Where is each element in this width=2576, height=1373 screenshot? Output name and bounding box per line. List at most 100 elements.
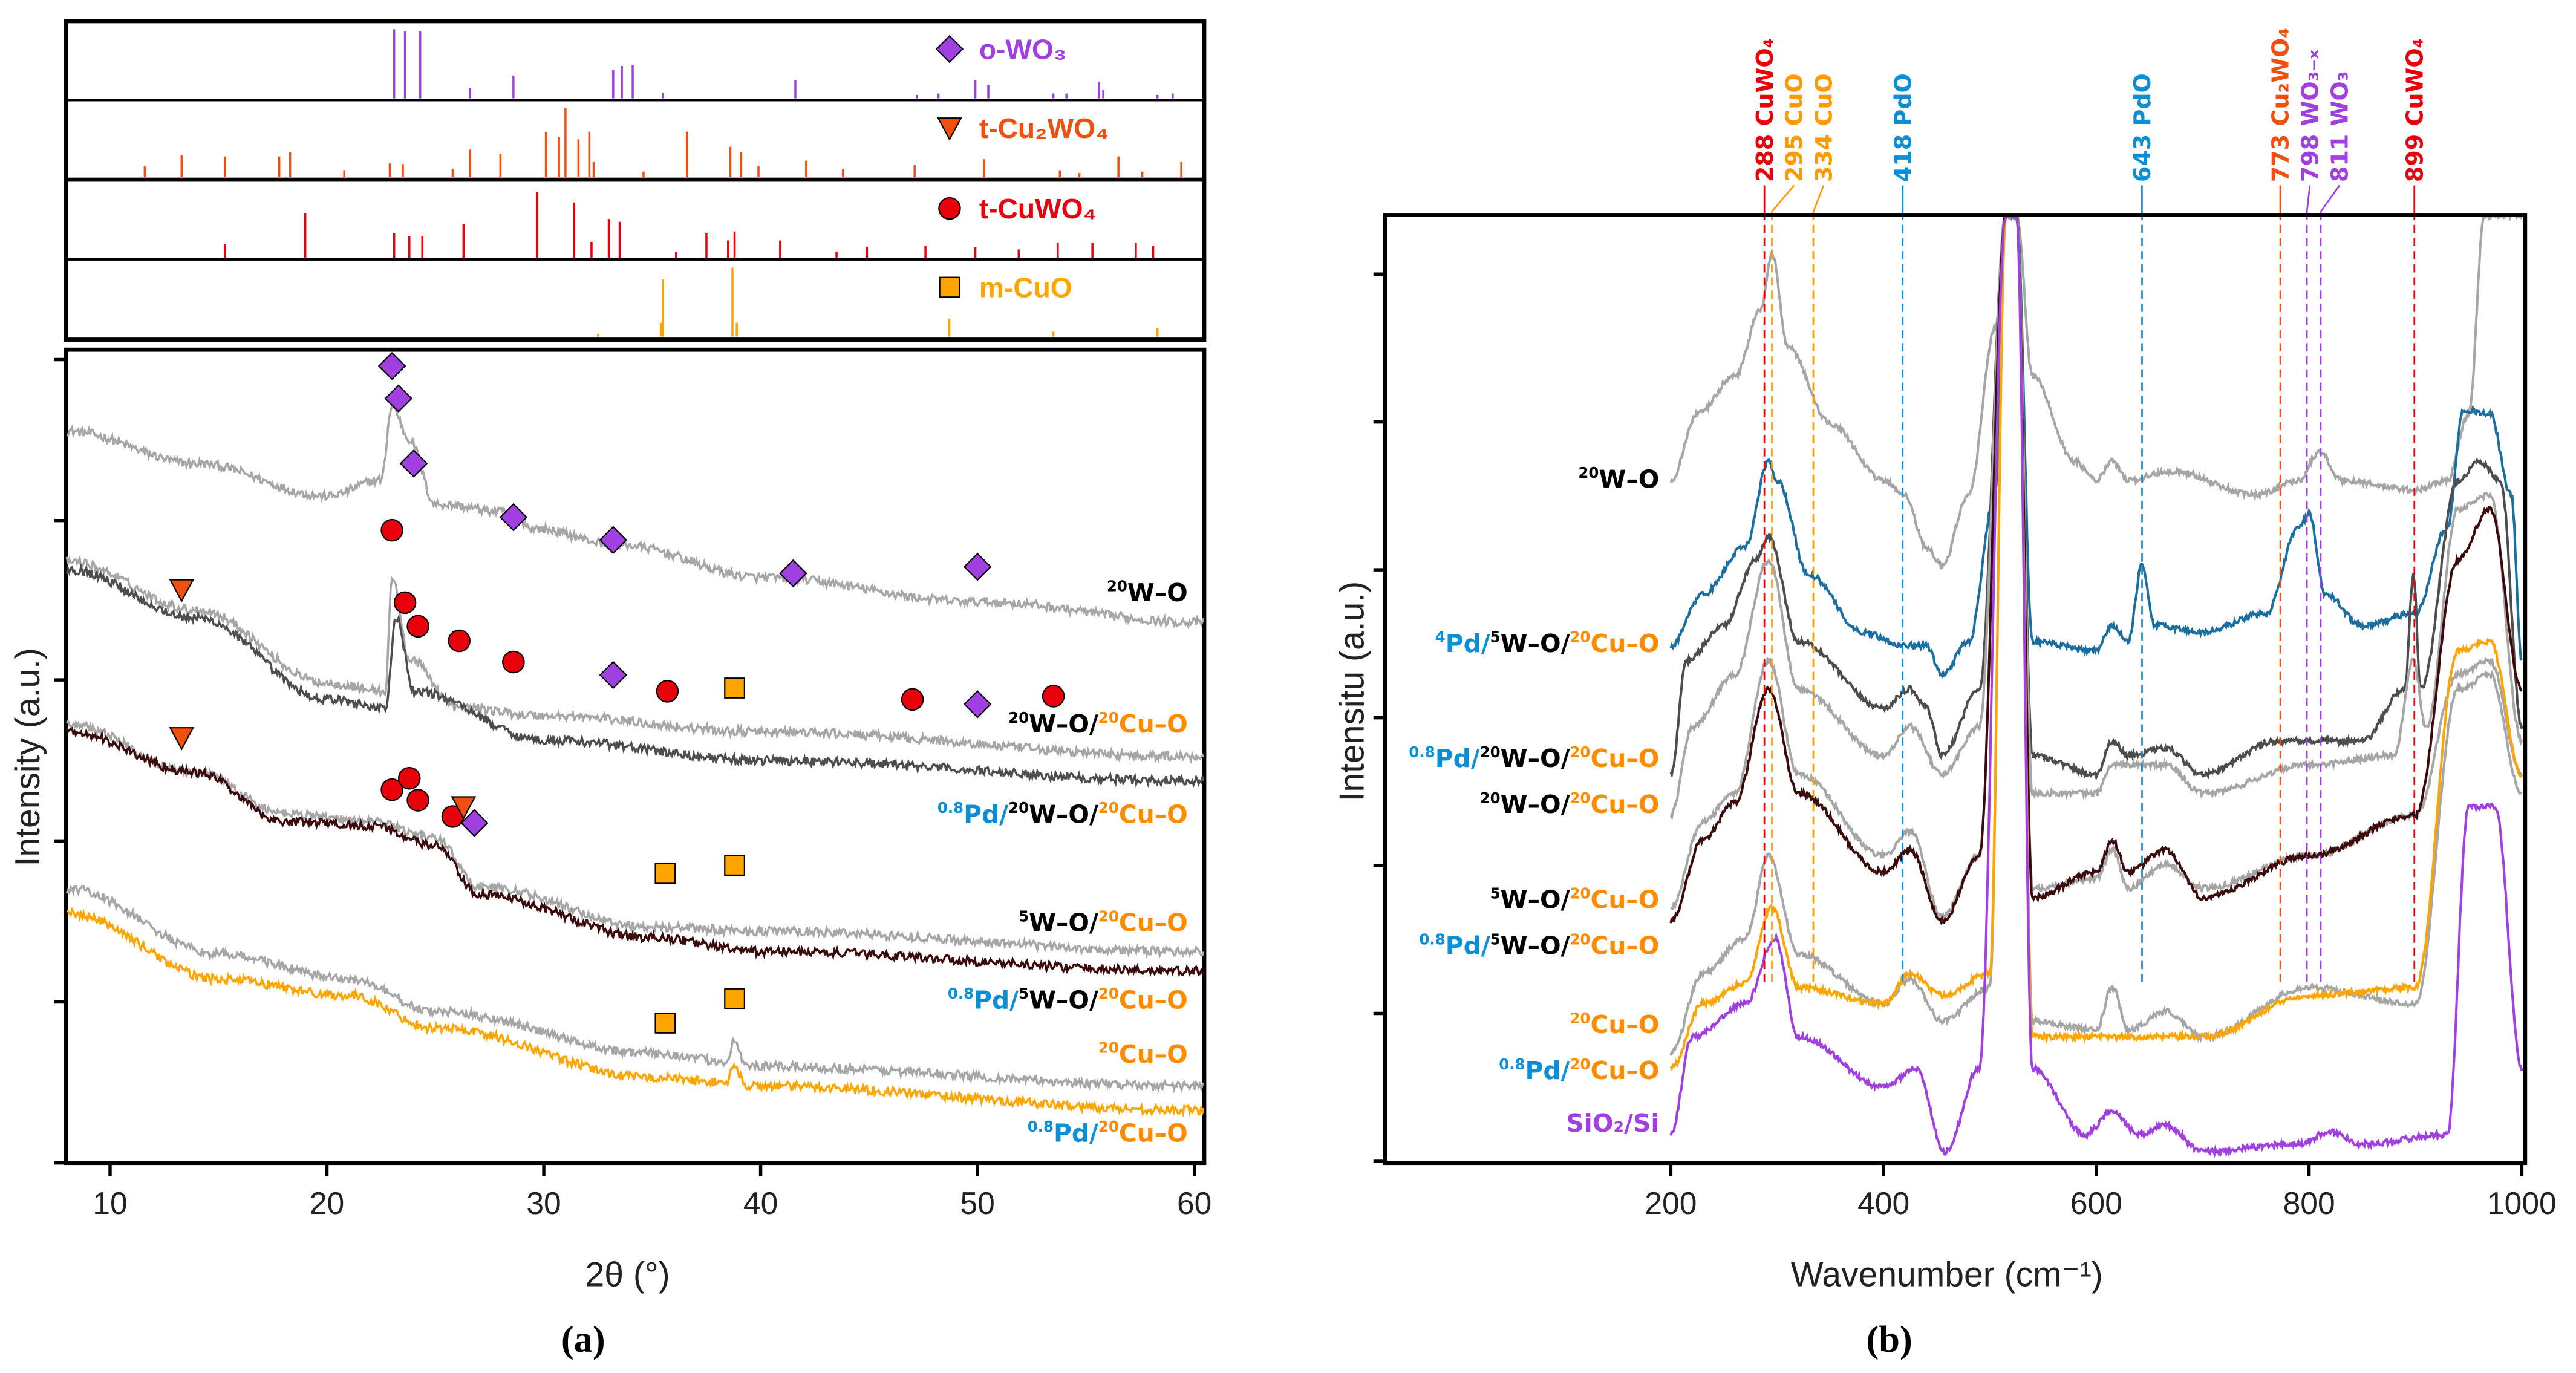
phase-marker-icon xyxy=(502,650,525,674)
phase-marker-icon xyxy=(963,552,992,581)
label-text: Cu–O xyxy=(1590,931,1659,960)
label-superscript: 5 xyxy=(1019,985,1029,1002)
label-superscript: 20 xyxy=(1098,799,1119,817)
raman-series-label-1: 4Pd/5W–O/20Cu–O xyxy=(1435,628,1660,658)
xrd-series-line-5 xyxy=(65,884,1204,1094)
raman-chart: 20W–O4Pd/5W–O/20Cu–O0.8Pd/20W–O/20Cu–O20… xyxy=(1373,28,2557,1221)
xrd-series-line-4 xyxy=(65,726,1204,977)
legend-marker-icon xyxy=(937,117,962,141)
reference-line-label: 418 PdO xyxy=(1890,73,1916,182)
xrd-series-label-0: 20W–O xyxy=(1107,577,1188,607)
phase-marker-icon xyxy=(656,680,679,703)
label-superscript: 0.8 xyxy=(1499,1055,1525,1073)
label-superscript: 20 xyxy=(1107,577,1127,595)
reference-line-label: 773 Cu₂WO₄ xyxy=(2268,28,2294,182)
label-superscript: 20 xyxy=(1098,1118,1119,1135)
x-tick-label: 40 xyxy=(743,1185,778,1221)
label-text: Cu–O xyxy=(1590,1010,1659,1039)
label-superscript: 0.8 xyxy=(948,985,974,1002)
label-text: Cu–O xyxy=(1119,1118,1188,1147)
label-text: Cu–O xyxy=(1119,709,1188,739)
label-text: W–O/ xyxy=(1029,908,1098,938)
label-superscript: 20 xyxy=(1098,985,1119,1002)
raman-series-line-8 xyxy=(1669,215,2523,1158)
raman-x-axis-label: Wavenumber (cm⁻¹) xyxy=(1791,1255,2103,1294)
raman-series-label-3: 20W–O/20Cu–O xyxy=(1480,789,1660,819)
reference-label-leader xyxy=(2320,184,2340,212)
xrd-series-line-1 xyxy=(65,555,1204,765)
x-tick-label: 400 xyxy=(1857,1185,1909,1221)
raman-series-label-8: SiO₂/Si xyxy=(1566,1109,1659,1138)
label-text: Pd/ xyxy=(1525,1056,1570,1085)
label-text: W–O/ xyxy=(1501,790,1570,819)
phase-marker-icon xyxy=(406,615,429,638)
panel-b-label: (b) xyxy=(1866,1318,1912,1360)
label-text: Pd/ xyxy=(1435,744,1480,773)
label-text: Pd/ xyxy=(1446,629,1490,658)
label-text: W–O/ xyxy=(1501,744,1570,773)
reference-label-leader xyxy=(2306,185,2311,212)
x-tick-label: 200 xyxy=(1645,1185,1697,1221)
phase-marker-icon xyxy=(460,809,489,837)
raman-series-label-5: 0.8Pd/5W–O/20Cu–O xyxy=(1419,930,1659,960)
label-superscript: 20 xyxy=(1098,709,1119,726)
x-tick-label: 20 xyxy=(310,1185,344,1221)
reference-label-leader xyxy=(1812,185,1825,212)
label-text: Cu–O xyxy=(1590,744,1659,773)
reference-line-label: 811 WO₃ xyxy=(2326,71,2353,183)
label-superscript: 0.8 xyxy=(1028,1118,1054,1135)
label-superscript: 20 xyxy=(1578,464,1599,481)
xrd-y-axis-label: Intensity (a.u.) xyxy=(8,648,47,866)
xrd-series-label-1: 20W–O/20Cu–O xyxy=(1008,709,1188,739)
raman-series-label-6: 20Cu–O xyxy=(1570,1009,1659,1039)
phase-marker-icon xyxy=(654,863,676,884)
x-tick-label: 1000 xyxy=(2487,1185,2557,1221)
label-superscript: 0.8 xyxy=(1409,743,1435,761)
phase-marker-icon xyxy=(654,1013,676,1034)
xrd-series-label-2: 0.8Pd/20W–O/20Cu–O xyxy=(937,799,1188,829)
label-text: Cu–O xyxy=(1119,800,1188,829)
x-tick-label: 30 xyxy=(526,1185,561,1221)
label-text: W–O/ xyxy=(1501,885,1570,915)
label-superscript: 5 xyxy=(1490,884,1501,902)
xrd-series-line-3 xyxy=(65,719,1204,959)
x-tick-label: 60 xyxy=(1177,1185,1211,1221)
raman-plot-frame xyxy=(1383,213,2528,1166)
xrd-series-label-6: 0.8Pd/20Cu–O xyxy=(1028,1118,1188,1147)
raman-series-line-5 xyxy=(1669,215,2523,925)
phase-marker-icon xyxy=(399,449,428,478)
phase-marker-icon xyxy=(779,559,807,588)
xrd-plot-frame xyxy=(64,347,1207,1166)
phase-marker-icon xyxy=(451,796,477,820)
phase-marker-icon xyxy=(1042,685,1065,708)
label-text: Cu–O xyxy=(1590,885,1659,915)
reference-frame xyxy=(64,19,1207,342)
raman-series-label-2: 0.8Pd/20W–O/20Cu–O xyxy=(1409,743,1659,773)
label-text: Cu–O xyxy=(1119,985,1188,1014)
phase-marker-icon xyxy=(169,727,195,751)
raman-series-line-6 xyxy=(1669,215,2523,1056)
label-superscript: 20 xyxy=(1570,884,1590,902)
phase-marker-icon xyxy=(599,526,628,555)
label-superscript: 20 xyxy=(1570,930,1590,948)
label-superscript: 20 xyxy=(1480,743,1501,761)
x-tick-label: 10 xyxy=(93,1185,127,1221)
label-superscript: 20 xyxy=(1098,1039,1119,1057)
raman-series-line-3 xyxy=(1669,215,2523,821)
raman-series-line-2 xyxy=(1669,215,2523,781)
reference-pattern-1: t-Cu₂WO₄ xyxy=(64,99,1206,180)
xrd-series-line-0 xyxy=(67,403,1204,630)
phase-marker-icon xyxy=(724,677,745,699)
reference-label-leader xyxy=(1771,184,1795,212)
xrd-series-label-4: 0.8Pd/5W–O/20Cu–O xyxy=(948,985,1188,1014)
label-text: Pd/ xyxy=(1054,1118,1098,1147)
legend-label: t-Cu₂WO₄ xyxy=(979,113,1109,144)
legend-label: t-CuWO₄ xyxy=(979,193,1097,224)
label-superscript: 4 xyxy=(1435,628,1446,646)
label-text: Pd/ xyxy=(974,985,1019,1014)
label-text: Cu–O xyxy=(1590,1056,1659,1085)
label-text: W–O/ xyxy=(1029,709,1098,739)
xrd-series-label-3: 5W–O/20Cu–O xyxy=(1019,907,1188,937)
phase-marker-icon xyxy=(393,591,417,615)
phase-marker-icon xyxy=(724,988,745,1009)
